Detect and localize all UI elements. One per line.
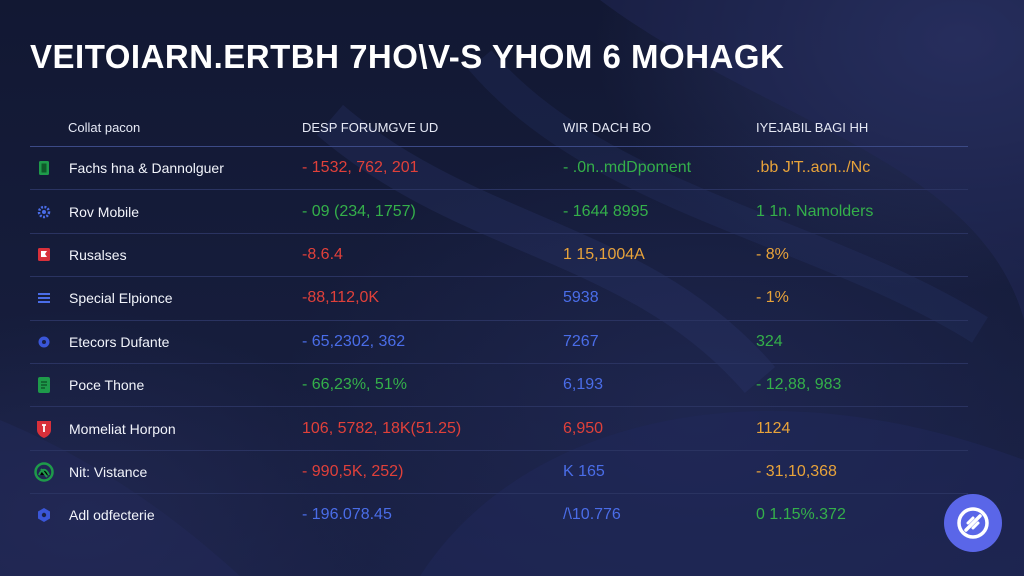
table-row[interactable]: Momeliat Horpon 106, 5782, 18K(51.25) 6,95… [30,407,968,451]
row-name: Nit: Vistance [69,463,148,480]
row-name: Rov Mobile [69,203,140,220]
row-value-2: 6,950 [563,419,604,437]
data-table: Collat pacon DESP FORUMGVE UD WIR DACH B… [30,110,968,537]
row-value-1: -88,112,0K [302,289,380,307]
row-value-1: - 990,5K, 252) [302,462,404,480]
row-value-3: 1 1n. Namolders [756,202,874,220]
row-value-1: - 196.078.45 [302,506,392,524]
gear-icon [30,204,58,220]
row-value-3: - 8% [756,245,789,263]
row-value-3: - 1% [756,289,789,307]
table-header: Collat pacon DESP FORUMGVE UD WIR DACH B… [30,110,968,147]
row-value-3: 1124 [756,419,791,437]
hexagon-icon [30,507,58,523]
table-row[interactable]: Adl odfecterie - 196.078.45 /\10.776 0 1.15… [30,494,968,536]
red-flag-icon [30,247,58,263]
green-square-icon [30,160,58,176]
row-value-2: - .0n..mdDpoment [563,159,692,177]
row-value-3: .bb J'T..aon../Nc [756,159,871,177]
row-value-2: K 165 [563,462,605,480]
row-value-2: 5938 [563,289,599,307]
column-header-name[interactable]: Collat pacon [68,120,141,135]
row-value-1: - 66,23%, 51% [302,376,407,394]
table-row[interactable]: Special Elpionce -88,112,0K 5938 - 1% [30,277,968,321]
row-value-1: -8.6.4 [302,245,343,263]
green-circle-icon [30,462,58,482]
row-value-1: 106, 5782, 18K(51.25) [302,419,462,437]
table-row[interactable]: Fachs hna & Dannolguer - 1532, 762, 201 - … [30,147,968,191]
row-name: Fachs hna & Dannolguer [69,160,224,177]
table-row[interactable]: Nit: Vistance - 990,5K, 252) K 165 - 31,10,… [30,451,968,495]
row-value-1: - 09 (234, 1757) [302,202,416,220]
row-value-2: 6,193 [563,376,604,394]
coin-action-button[interactable] [944,494,1002,552]
table-row[interactable]: Etecors Dufante - 65,2302, 362 7267 324 [30,321,968,364]
table-row[interactable]: Rusalses -8.6.4 1 15,1004A - 8% [30,234,968,278]
table-row[interactable]: Rov Mobile - 09 (234, 1757) - 1644 8995 1 1… [30,190,968,234]
coin-icon [957,507,989,539]
row-name: Special Elpionce [69,290,173,307]
row-value-3: - 31,10,368 [756,462,837,480]
row-name: Momeliat Horpon [69,420,176,437]
row-value-3: 324 [756,332,783,350]
row-value-2: - 1644 8995 [563,202,649,220]
row-value-2: 7267 [563,332,599,350]
table-body: Fachs hna & Dannolguer - 1532, 762, 201 - … [30,147,968,537]
page-title: VEITOIARN.ERTBH 7HO\V-S YHOM 6 MOHAGK [30,38,785,75]
row-name: Adl odfecterie [69,507,155,524]
row-name: Rusalses [69,246,127,263]
row-value-2: 1 15,1004A [563,245,645,263]
red-shield-icon [30,419,58,439]
blue-dot-icon [30,335,58,349]
row-value-3: - 12,88, 983 [756,376,842,394]
list-icon [30,291,58,305]
column-header-value-2[interactable]: WIR DACH BO [563,120,652,135]
green-ticket-icon [30,376,58,394]
row-name: Poce Thone [69,377,145,394]
row-name: Etecors Dufante [69,333,170,350]
column-header-value-3[interactable]: IYEJABIL BAGI HH [756,120,869,135]
table-row[interactable]: Poce Thone - 66,23%, 51% 6,193 - 12,88, 983 [30,364,968,408]
column-header-value-1[interactable]: DESP FORUMGVE UD [302,120,439,135]
row-value-1: - 1532, 762, 201 [302,159,419,177]
row-value-1: - 65,2302, 362 [302,332,406,350]
row-value-2: /\10.776 [563,506,621,524]
row-value-3: 0 1.15%.372 [756,506,846,524]
